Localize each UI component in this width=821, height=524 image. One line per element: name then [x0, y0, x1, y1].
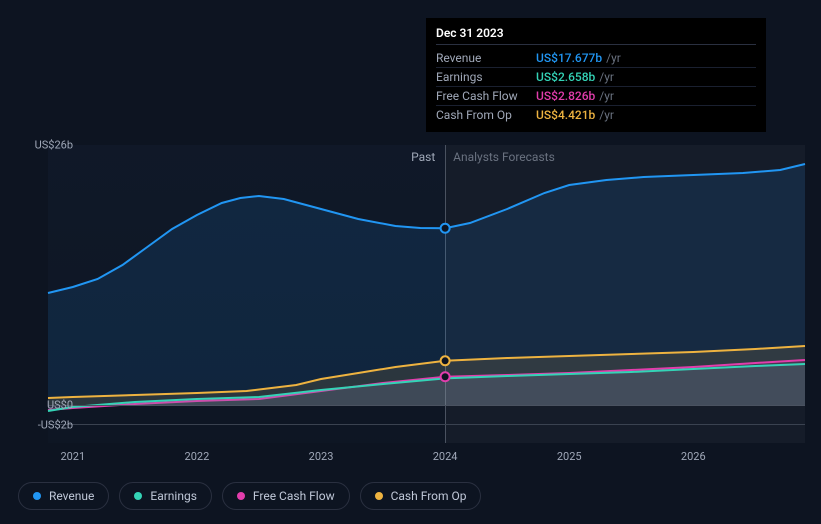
legend-item-free_cash_flow[interactable]: Free Cash Flow: [222, 482, 350, 510]
tooltip-value: US$4.421b: [536, 108, 595, 122]
legend-label: Free Cash Flow: [253, 489, 335, 503]
tooltip-value: US$2.658b: [536, 70, 595, 84]
tooltip-row: Free Cash FlowUS$2.826b/yr: [436, 87, 756, 106]
tooltip-unit: /yr: [599, 89, 614, 103]
tooltip-label: Revenue: [436, 51, 536, 65]
legend-dot-icon: [375, 492, 383, 500]
legend-item-cash_from_op[interactable]: Cash From Op: [360, 482, 482, 510]
tooltip-value: US$2.826b: [536, 89, 595, 103]
hover-tooltip: Dec 31 2023 RevenueUS$17.677b/yrEarnings…: [426, 18, 766, 132]
tooltip-label: Cash From Op: [436, 108, 536, 122]
x-tick-label: 2023: [309, 450, 334, 463]
y-tick-label: US$0: [23, 399, 73, 412]
tooltip-unit: /yr: [599, 70, 614, 84]
tooltip-date: Dec 31 2023: [436, 26, 756, 45]
legend-label: Earnings: [150, 489, 197, 503]
tooltip-row: RevenueUS$17.677b/yr: [436, 49, 756, 68]
legend-dot-icon: [134, 492, 142, 500]
y-tick-label: -US$2b: [23, 419, 73, 432]
legend-dot-icon: [237, 492, 245, 500]
x-tick-label: 2026: [681, 450, 706, 463]
legend-dot-icon: [33, 492, 41, 500]
x-tick-label: 2024: [433, 450, 458, 463]
x-tick-label: 2022: [185, 450, 210, 463]
tooltip-row: Cash From OpUS$4.421b/yr: [436, 106, 756, 124]
tooltip-unit: /yr: [599, 108, 614, 122]
legend-item-revenue[interactable]: Revenue: [18, 482, 109, 510]
legend-label: Cash From Op: [391, 489, 467, 503]
tooltip-value: US$17.677b: [536, 51, 602, 65]
tooltip-unit: /yr: [606, 51, 621, 65]
tooltip-label: Free Cash Flow: [436, 89, 536, 103]
legend: Revenue Earnings Free Cash Flow Cash From O…: [18, 482, 481, 510]
plot-area[interactable]: [48, 145, 805, 425]
y-tick-label: US$26b: [23, 139, 73, 152]
x-tick-label: 2025: [557, 450, 582, 463]
tooltip-row: EarningsUS$2.658b/yr: [436, 68, 756, 87]
tooltip-label: Earnings: [436, 70, 536, 84]
x-tick-label: 2021: [60, 450, 85, 463]
legend-item-earnings[interactable]: Earnings: [119, 482, 212, 510]
legend-label: Revenue: [49, 489, 94, 503]
